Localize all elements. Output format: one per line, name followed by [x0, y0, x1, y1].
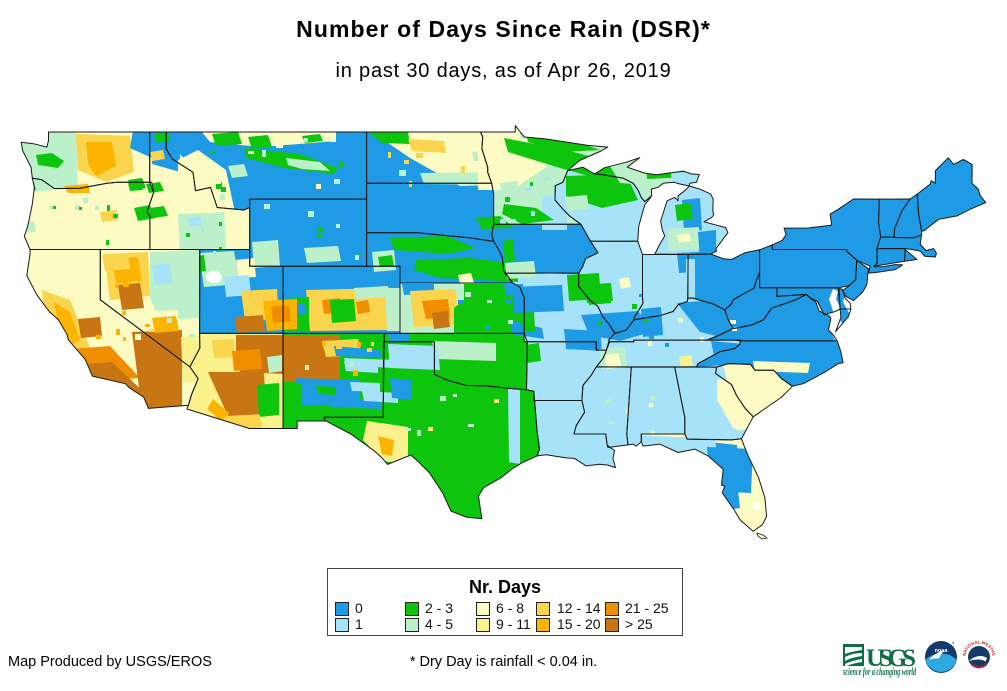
svg-text:USGS: USGS — [866, 645, 916, 672]
svg-text:NATIONAL WEATHER: NATIONAL WEATHER — [0, 0, 997, 657]
svg-text:noaa: noaa — [935, 648, 949, 654]
svg-text:SERVICE: SERVICE — [970, 662, 988, 670]
svg-text:*: * — [952, 642, 955, 648]
svg-text:science for a changing world: science for a changing world — [842, 667, 916, 678]
